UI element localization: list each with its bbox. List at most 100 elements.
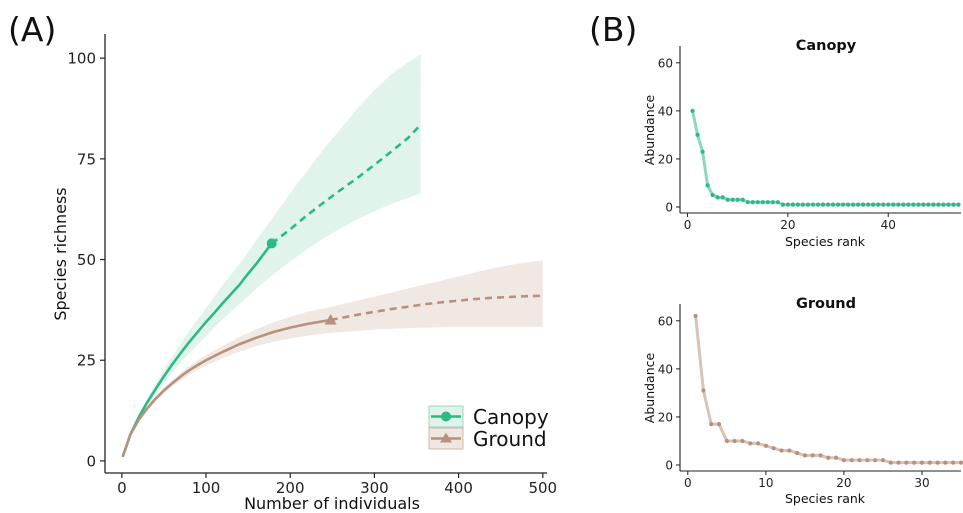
- canopy-abundance-point: [835, 202, 841, 207]
- canopy-abundance-point: [750, 200, 755, 205]
- y-tick-label: 75: [77, 150, 96, 168]
- canopy-abundance-point: [760, 200, 765, 205]
- canopy-abundance-point: [956, 202, 961, 207]
- ground-abundance-point: [732, 438, 737, 444]
- ground-abundance-point: [763, 443, 768, 448]
- canopy-abundance-point: [946, 202, 951, 207]
- ground-y-axis-title: Abundance: [642, 352, 657, 423]
- canopy-abundance-point: [886, 202, 891, 207]
- ground-abundance-point: [771, 446, 776, 451]
- canopy-x-tick-label: 40: [881, 218, 896, 232]
- ground-y-tick-label: 0: [665, 458, 673, 472]
- canopy-abundance-point: [830, 202, 836, 207]
- ground-extrapolated-line: [330, 294, 543, 322]
- panel-a-letter: (A): [8, 10, 56, 49]
- x-tick-label: 300: [360, 479, 389, 497]
- ground-abundance-point: [802, 453, 807, 458]
- canopy-abundance-point: [876, 202, 881, 207]
- canopy-abundance-point: [825, 202, 831, 207]
- legend-ground-marker: [440, 432, 452, 443]
- canopy-abundance-point: [906, 202, 911, 207]
- canopy-confidence-band: [122, 54, 421, 457]
- ground-y-tick-label: 20: [658, 410, 673, 424]
- canopy-abundance-point: [810, 202, 816, 207]
- ground-abundance-point: [888, 460, 893, 465]
- canopy-subplot-title: Canopy: [796, 38, 857, 54]
- ground-x-tick-label: 10: [758, 476, 773, 490]
- ground-abundance-point: [693, 313, 698, 319]
- canopy-y-tick-label: 40: [658, 104, 673, 118]
- ground-abundance-point: [818, 453, 823, 458]
- ground-abundance-point: [810, 453, 815, 458]
- x-tick-label: 500: [528, 479, 557, 497]
- ground-y-tick-label: 60: [658, 314, 673, 328]
- canopy-abundance-point: [941, 202, 946, 207]
- canopy-abundance-point: [921, 202, 926, 207]
- ground-abundance-point: [873, 458, 878, 463]
- canopy-abundance-point: [840, 202, 846, 207]
- ground-x-tick-label: 0: [684, 476, 692, 490]
- canopy-abundance-point: [720, 195, 725, 200]
- ground-x-tick-label: 20: [836, 476, 851, 490]
- canopy-y-tick-label: 0: [665, 200, 673, 214]
- x-tick-label: 0: [117, 479, 127, 497]
- ground-abundance-point: [709, 422, 714, 427]
- legend: Canopy Ground: [428, 405, 549, 451]
- canopy-abundance-point: [695, 132, 700, 138]
- legend-canopy-marker: [441, 411, 451, 422]
- canopy-abundance-point: [851, 202, 856, 207]
- x-tick-label: 100: [192, 479, 221, 497]
- ground-abundance-point: [865, 458, 870, 463]
- canopy-abundance-point: [896, 202, 901, 207]
- canopy-abundance-point: [705, 183, 710, 188]
- canopy-abundance-point: [730, 197, 735, 202]
- canopy-abundance-point: [891, 202, 896, 207]
- ground-abundance-point: [787, 448, 792, 453]
- canopy-abundance-point: [780, 202, 785, 207]
- ground-abundance-point: [849, 458, 854, 463]
- confidence-bands: [122, 54, 543, 457]
- x-tick-label: 200: [276, 479, 305, 497]
- ground-abundance-point: [841, 458, 847, 463]
- ground-abundance-point: [716, 422, 722, 427]
- canopy-abundance-point: [931, 202, 936, 207]
- ground-abundance-point: [834, 455, 839, 460]
- y-tick-label: 25: [77, 352, 96, 370]
- canopy-abundance-point: [871, 202, 876, 207]
- canopy-abundance-point: [770, 200, 775, 205]
- canopy-abundance-point: [745, 200, 750, 205]
- y-tick-label: 100: [67, 50, 96, 68]
- canopy-abundance-point: [775, 200, 780, 205]
- canopy-abundance-point: [740, 197, 745, 202]
- ground-abundance-point: [919, 460, 925, 465]
- ground-abundance-point: [951, 460, 956, 465]
- canopy-x-tick-label: 20: [780, 218, 795, 232]
- canopy-interpolated-line: [121, 242, 273, 458]
- canopy-abundance-point: [755, 200, 760, 205]
- canopy-abundance-point: [861, 202, 866, 207]
- canopy-abundance-point: [951, 202, 956, 207]
- panel-b-letter: (B): [589, 10, 637, 49]
- canopy-abundance-point: [911, 202, 916, 207]
- canopy-abundance-point: [710, 192, 715, 198]
- canopy-abundance-point: [916, 202, 921, 207]
- canopy-abundance-point: [845, 202, 851, 207]
- ground-rank-abundance-plot: Ground Abundance Species rank 0 20 40 60 0 10…: [642, 296, 963, 506]
- canopy-x-axis-title: Species rank: [785, 234, 866, 249]
- canopy-abundance-point: [795, 202, 801, 207]
- canopy-abundance-point: [715, 195, 720, 200]
- canopy-abundance-point: [765, 200, 770, 205]
- y-tick-label: 0: [86, 452, 96, 470]
- ground-abundance-point: [958, 460, 963, 465]
- y-axis-title: Species richness: [51, 187, 70, 320]
- ground-abundance-point: [857, 458, 862, 463]
- canopy-extrapolated-line: [270, 123, 422, 245]
- ground-interpolated-line: [121, 318, 331, 458]
- ground-abundance-point: [943, 460, 948, 465]
- canopy-abundance-point: [856, 202, 861, 207]
- ground-abundance-point: [724, 438, 729, 444]
- canopy-observed-marker: [266, 238, 277, 249]
- ground-y-tick-label: 40: [658, 362, 673, 376]
- canopy-abundance-point: [790, 202, 796, 207]
- canopy-abundance-point: [805, 202, 811, 207]
